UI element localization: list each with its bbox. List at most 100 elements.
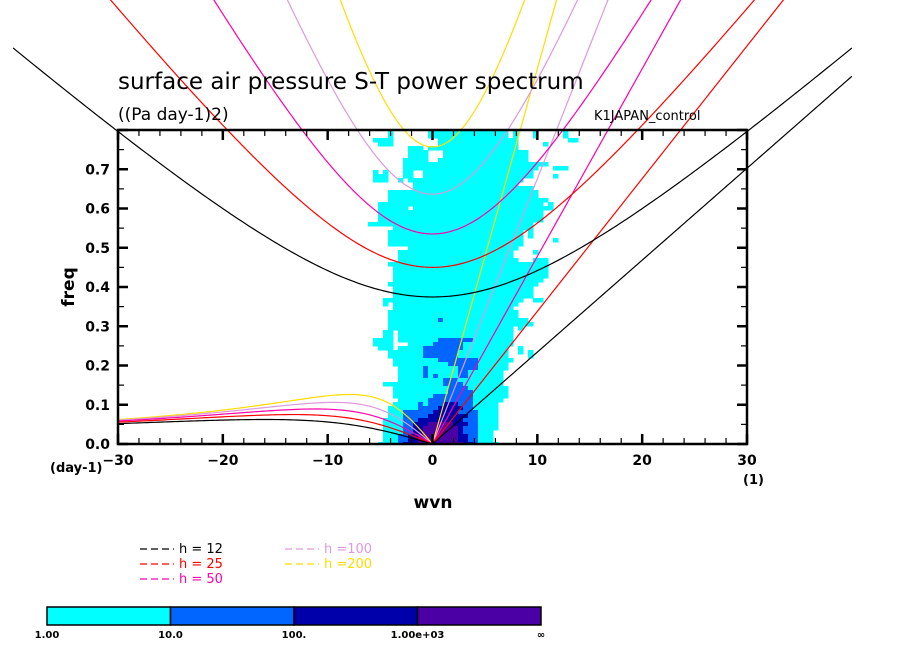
power-cell bbox=[473, 406, 479, 411]
power-cell bbox=[433, 298, 439, 303]
power-cell bbox=[508, 318, 514, 323]
power-cell bbox=[408, 218, 414, 223]
power-cell bbox=[433, 422, 439, 427]
power-cell bbox=[393, 210, 399, 215]
power-cell bbox=[448, 270, 454, 275]
power-cell bbox=[438, 138, 444, 143]
power-cell bbox=[463, 290, 469, 295]
power-cell bbox=[468, 254, 474, 259]
power-cell bbox=[508, 266, 514, 271]
power-cell bbox=[448, 210, 454, 215]
power-cell bbox=[398, 338, 404, 343]
power-cell bbox=[438, 302, 444, 307]
power-cell bbox=[408, 250, 414, 255]
power-cell bbox=[488, 306, 494, 311]
power-cell bbox=[403, 222, 409, 227]
power-cell bbox=[428, 250, 434, 255]
power-cell bbox=[383, 138, 389, 143]
power-cell bbox=[453, 294, 459, 299]
power-cell bbox=[513, 282, 519, 287]
power-cell bbox=[443, 222, 449, 227]
power-cell bbox=[413, 434, 419, 439]
power-cell bbox=[468, 410, 474, 415]
power-cell bbox=[518, 158, 524, 163]
power-cell bbox=[453, 266, 459, 271]
power-cell bbox=[418, 210, 424, 215]
power-cell bbox=[428, 278, 434, 283]
power-cell bbox=[478, 182, 484, 187]
power-cell bbox=[488, 194, 494, 199]
power-cell bbox=[493, 202, 499, 207]
power-cell bbox=[483, 210, 489, 215]
power-cell bbox=[523, 154, 529, 159]
power-cell bbox=[448, 218, 454, 223]
power-cell bbox=[518, 234, 524, 239]
power-cell bbox=[438, 298, 444, 303]
power-cell bbox=[493, 238, 499, 243]
power-cell bbox=[383, 142, 389, 147]
power-cell bbox=[398, 230, 404, 235]
power-cell bbox=[508, 186, 514, 191]
power-cell bbox=[413, 370, 419, 375]
power-cell bbox=[428, 218, 434, 223]
power-cell bbox=[543, 162, 549, 167]
power-cell bbox=[498, 214, 504, 219]
power-cell bbox=[398, 406, 404, 411]
power-cell bbox=[483, 270, 489, 275]
power-cell bbox=[433, 190, 439, 195]
power-cell bbox=[388, 234, 394, 239]
power-cell bbox=[508, 274, 514, 279]
power-cell bbox=[528, 186, 534, 191]
power-cell bbox=[448, 258, 454, 263]
power-cell bbox=[473, 302, 479, 307]
power-cell bbox=[463, 366, 469, 371]
power-cell bbox=[488, 414, 494, 419]
power-cell bbox=[463, 390, 469, 395]
power-cell bbox=[528, 222, 534, 227]
y-tick-label: 0.1 bbox=[85, 398, 110, 414]
power-cell bbox=[488, 174, 494, 179]
power-cell bbox=[458, 174, 464, 179]
power-cell bbox=[433, 406, 439, 411]
power-cell bbox=[418, 410, 424, 415]
power-cell bbox=[528, 162, 534, 167]
power-cell bbox=[453, 182, 459, 187]
power-cell bbox=[473, 282, 479, 287]
power-cell bbox=[393, 410, 399, 415]
power-cell bbox=[508, 198, 514, 203]
power-cell bbox=[493, 374, 499, 379]
power-cell bbox=[448, 266, 454, 271]
power-cell bbox=[453, 186, 459, 191]
power-cell bbox=[438, 430, 444, 435]
power-cell bbox=[413, 286, 419, 291]
power-cell bbox=[413, 194, 419, 199]
power-cell bbox=[473, 150, 479, 155]
power-cell bbox=[463, 434, 469, 439]
power-cell bbox=[453, 302, 459, 307]
power-cell bbox=[383, 426, 389, 431]
power-cell bbox=[503, 390, 509, 395]
power-cell bbox=[438, 218, 444, 223]
power-cell bbox=[488, 406, 494, 411]
power-cell bbox=[438, 214, 444, 219]
power-cell bbox=[483, 166, 489, 171]
power-cell bbox=[458, 274, 464, 279]
power-cell bbox=[483, 206, 489, 211]
power-cell bbox=[448, 330, 454, 335]
power-cell bbox=[528, 262, 534, 267]
power-cell bbox=[468, 322, 474, 327]
power-cell bbox=[473, 410, 479, 415]
power-cell bbox=[403, 282, 409, 287]
power-cell bbox=[438, 162, 444, 167]
power-cell bbox=[503, 306, 509, 311]
power-cell bbox=[488, 142, 494, 147]
power-cell bbox=[518, 278, 524, 283]
power-cell bbox=[473, 434, 479, 439]
power-cell bbox=[483, 426, 489, 431]
power-cell bbox=[498, 174, 504, 179]
power-cell bbox=[413, 342, 419, 347]
power-cell bbox=[398, 326, 404, 331]
power-cell bbox=[443, 422, 449, 427]
power-cell bbox=[503, 174, 509, 179]
colorbar-label: 10.0 bbox=[158, 630, 183, 641]
